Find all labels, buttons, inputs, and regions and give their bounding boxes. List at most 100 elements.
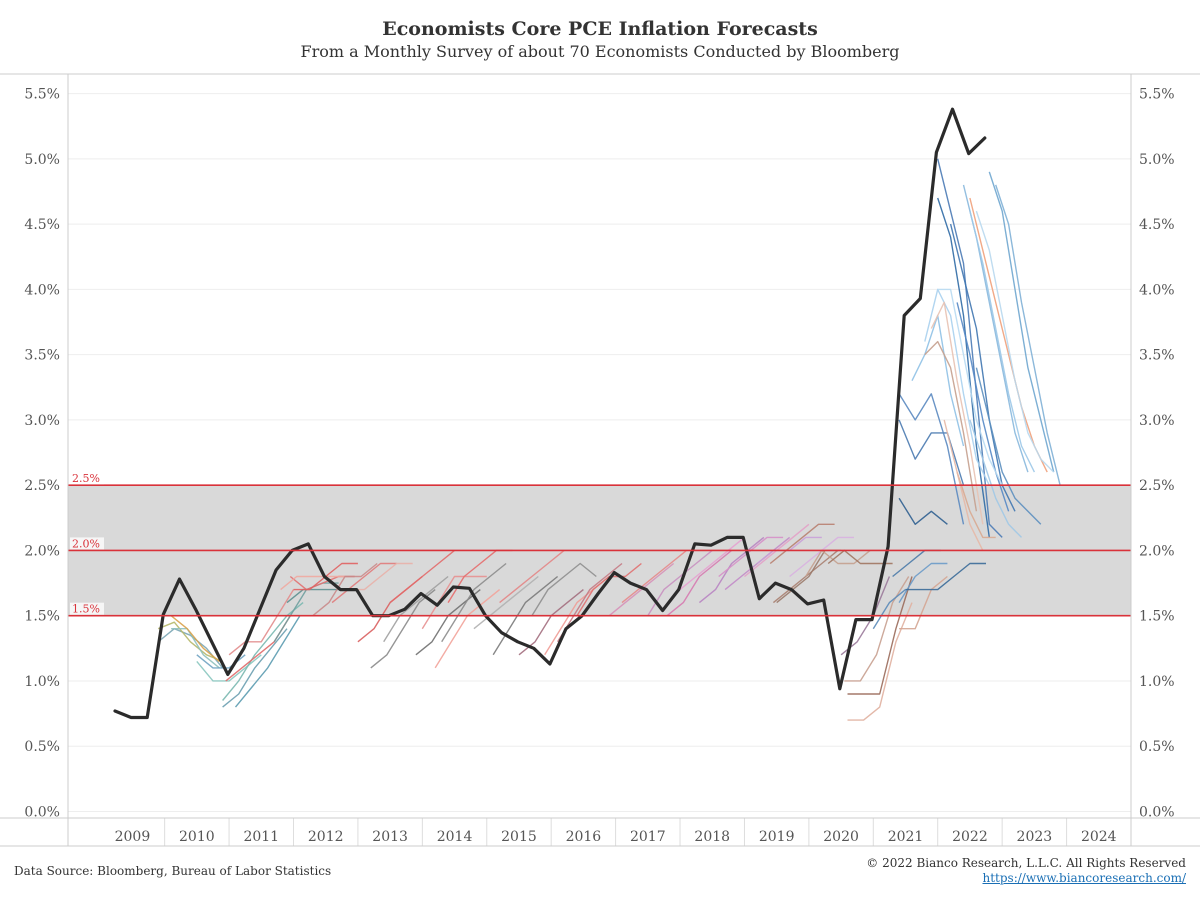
forecast-line [679, 536, 745, 591]
forecast-line [222, 602, 304, 701]
forecast-line [847, 576, 913, 695]
forecast-line [234, 615, 301, 708]
forecast-line [331, 562, 397, 604]
forecast-line [827, 549, 893, 565]
website-link[interactable]: https://www.biancoresearch.com/ [982, 871, 1186, 885]
reference-label: 1.5% [72, 603, 100, 616]
y-tick-label-left: 4.5% [24, 217, 60, 233]
chart-title: Economists Core PCE Inflation Forecasts [382, 18, 818, 40]
y-tick-label-right: 3.0% [1139, 413, 1175, 429]
forecast-line [943, 419, 984, 551]
x-tick-label: 2024 [1081, 829, 1117, 845]
forecast-line [441, 562, 507, 643]
forecast-line [312, 562, 378, 617]
forecast-line [370, 589, 436, 669]
x-tick-label: 2015 [501, 829, 537, 845]
reference-label: 2.5% [72, 472, 100, 485]
forecast-line [969, 197, 1048, 473]
forecast-line [937, 288, 1003, 486]
forecast-line [492, 575, 559, 656]
y-tick-label-right: 0.0% [1139, 804, 1175, 820]
y-tick-label-right: 2.5% [1139, 478, 1175, 494]
reference-label-bg [70, 537, 104, 550]
x-tick-label: 2021 [888, 829, 924, 845]
y-tick-label-left: 5.0% [24, 152, 60, 168]
forecast-line [531, 562, 597, 617]
forecast-line [769, 523, 835, 565]
forecast-line [280, 575, 345, 591]
forecast-line [844, 576, 910, 682]
forecast-line [621, 549, 687, 604]
forecast-line [608, 562, 675, 617]
forecast-line [499, 549, 565, 604]
x-tick-label: 2011 [243, 829, 279, 845]
forecast-line [170, 615, 220, 662]
data-source-note: Data Source: Bloomberg, Bureau of Labor … [14, 864, 332, 878]
y-tick-label-left: 4.0% [24, 282, 60, 298]
forecast-line [969, 419, 1022, 538]
forecast-line [473, 575, 539, 630]
actual-core-pce-line [113, 107, 987, 720]
x-tick-label: 2023 [1017, 829, 1053, 845]
forecast-line [698, 536, 765, 604]
forecast-line [988, 171, 1055, 473]
x-tick-label: 2012 [308, 829, 344, 845]
x-tick-label: 2016 [566, 829, 602, 845]
y-tick-label-left: 1.0% [24, 674, 60, 690]
x-tick-label: 2019 [759, 829, 795, 845]
forecast-line [557, 562, 623, 643]
y-tick-label-left: 0.0% [24, 804, 60, 820]
y-tick-label-right: 1.5% [1139, 609, 1175, 625]
y-tick-label-left: 0.5% [24, 739, 60, 755]
reference-label-bg [70, 602, 104, 615]
forecast-line [975, 210, 1055, 473]
forecast-line [647, 549, 713, 617]
y-tick-label-right: 1.0% [1139, 674, 1175, 690]
forecast-line [228, 589, 295, 656]
forecast-line [937, 197, 990, 538]
forecast-line [222, 628, 288, 708]
forecast-line [389, 549, 455, 604]
y-tick-label-left: 5.5% [24, 87, 60, 103]
x-tick-label: 2020 [823, 829, 859, 845]
forecast-line [924, 288, 990, 486]
x-tick-label: 2009 [115, 829, 151, 845]
forecast-line [911, 314, 965, 447]
forecast-line [383, 575, 449, 643]
forecast-line [956, 471, 996, 539]
y-tick-label-left: 3.0% [24, 413, 60, 429]
y-tick-label-right: 4.0% [1139, 282, 1175, 298]
forecast-line [969, 210, 1036, 473]
forecast-line [949, 223, 1016, 512]
y-tick-label-left: 2.0% [24, 543, 60, 559]
y-tick-label-right: 3.5% [1139, 348, 1175, 364]
forecast-line [225, 615, 291, 682]
x-tick-label: 2013 [372, 829, 408, 845]
chart-subtitle: From a Monthly Survey of about 70 Econom… [300, 42, 900, 61]
copyright-text: © 2022 Bianco Research, L.L.C. All Right… [866, 856, 1186, 870]
y-tick-label-left: 2.5% [24, 478, 60, 494]
x-tick-label: 2014 [437, 829, 473, 845]
x-tick-label: 2017 [630, 829, 666, 845]
y-tick-label-right: 5.5% [1139, 87, 1175, 103]
x-tick-label: 2022 [952, 829, 988, 845]
y-tick-label-left: 3.5% [24, 348, 60, 364]
copyright-block: © 2022 Bianco Research, L.L.C. All Right… [866, 856, 1186, 886]
forecast-line [899, 575, 948, 630]
forecast-line [805, 549, 871, 577]
y-tick-label-right: 5.0% [1139, 152, 1175, 168]
forecast-line [898, 393, 965, 525]
x-tick-label: 2010 [179, 829, 215, 845]
forecast-line [157, 621, 223, 663]
forecast-line [937, 158, 1003, 538]
reference-label-bg [70, 472, 104, 485]
forecast-line [171, 628, 220, 669]
forecast-line [421, 575, 487, 630]
y-tick-label-right: 4.5% [1139, 217, 1175, 233]
forecast-line [196, 654, 262, 682]
y-tick-label-right: 2.0% [1139, 543, 1175, 559]
forecast-line [666, 549, 733, 617]
forecast-line [576, 562, 642, 617]
forecast-line [905, 562, 986, 591]
